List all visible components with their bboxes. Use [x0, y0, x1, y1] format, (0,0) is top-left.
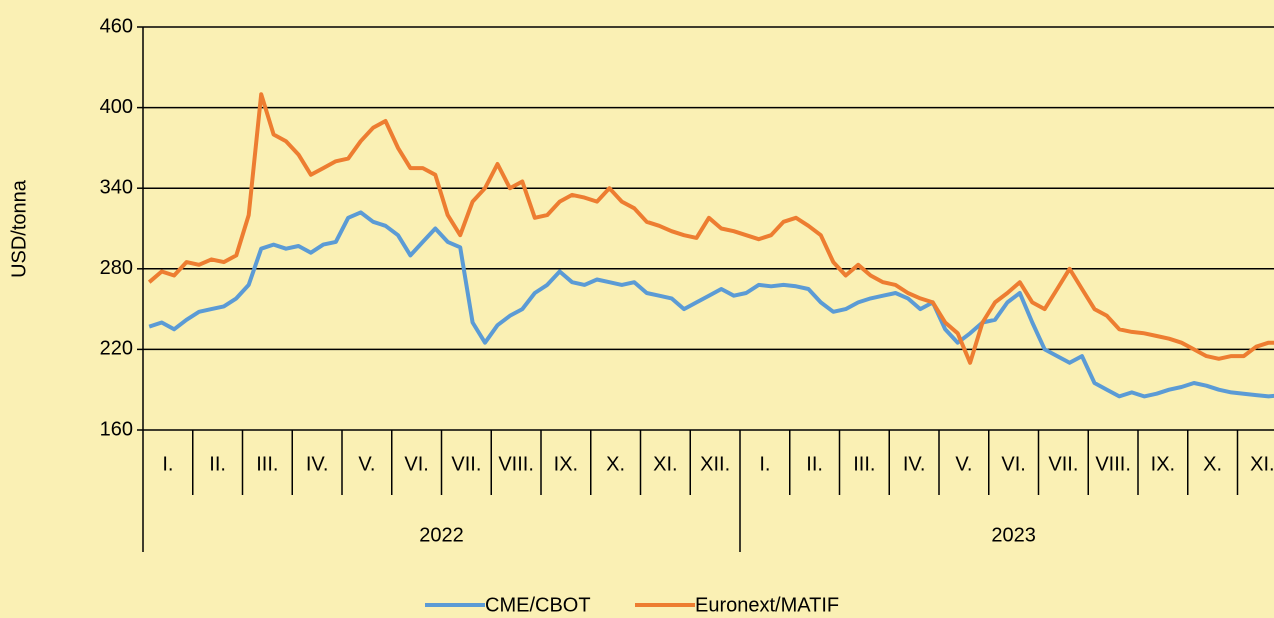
x-tick-label: V.: [358, 453, 375, 475]
x-tick-label: IV.: [903, 453, 926, 475]
legend-label: CME/CBOT: [485, 594, 591, 616]
x-tick-label: II.: [209, 453, 226, 475]
x-tick-label: X.: [606, 453, 625, 475]
y-axis-label: USD/tonna: [8, 179, 30, 278]
y-tick-label: 160: [100, 418, 133, 440]
x-tick-label: X.: [1203, 453, 1222, 475]
series-line: [147, 92, 1274, 365]
x-tick-label: VII.: [451, 453, 481, 475]
x-tick-label: XI.: [1250, 453, 1274, 475]
x-tick-label: IV.: [306, 453, 329, 475]
y-tick-label: 280: [100, 257, 133, 279]
series-line: [148, 210, 1274, 399]
x-tick-label: VIII.: [1095, 453, 1131, 475]
year-label: 2022: [419, 524, 464, 546]
x-tick-label: III.: [256, 453, 278, 475]
y-tick-label: 340: [100, 176, 133, 198]
year-label: 2023: [991, 524, 1036, 546]
y-tick-label: 220: [100, 338, 133, 360]
x-tick-label: I.: [759, 453, 770, 475]
x-tick-label: V.: [955, 453, 972, 475]
x-tick-label: VI.: [1001, 453, 1025, 475]
x-tick-label: I.: [162, 453, 173, 475]
legend-label: Euronext/MATIF: [695, 594, 839, 616]
x-tick-label: IX.: [1151, 453, 1175, 475]
x-tick-label: VIII.: [498, 453, 534, 475]
x-tick-label: III.: [853, 453, 875, 475]
x-tick-label: XII.: [700, 453, 730, 475]
x-tick-label: VII.: [1048, 453, 1078, 475]
x-tick-label: II.: [806, 453, 823, 475]
y-tick-label: 400: [100, 96, 133, 118]
x-tick-label: VI.: [404, 453, 428, 475]
x-tick-label: XI.: [653, 453, 677, 475]
y-tick-label: 460: [100, 15, 133, 37]
x-tick-label: IX.: [554, 453, 578, 475]
